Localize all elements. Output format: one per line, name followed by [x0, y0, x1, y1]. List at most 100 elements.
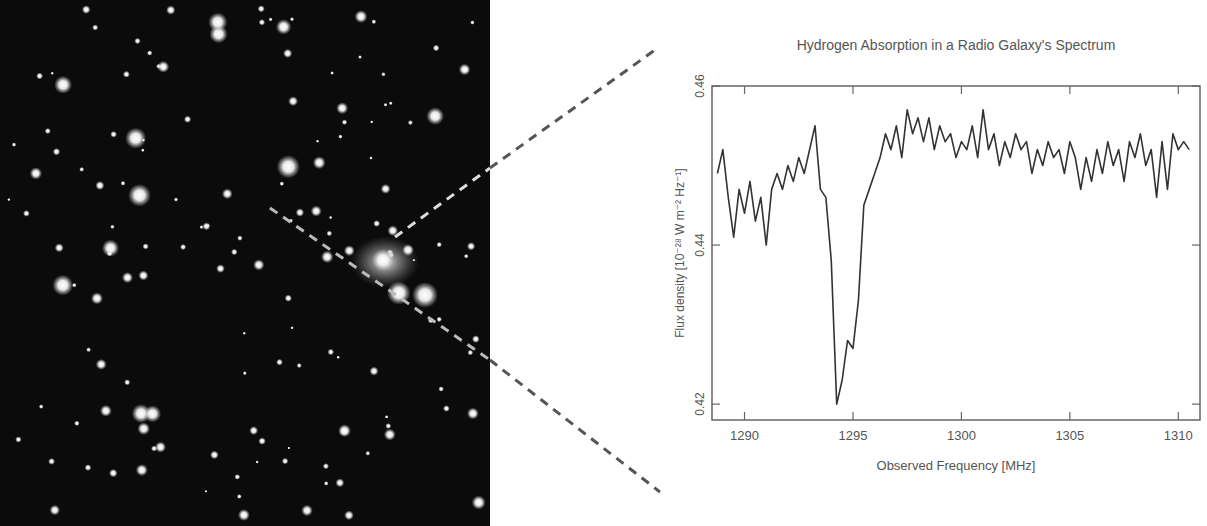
star	[269, 17, 273, 21]
star	[276, 19, 292, 35]
star	[79, 167, 84, 172]
star	[184, 116, 191, 123]
x-tick	[1069, 412, 1070, 420]
star	[125, 128, 146, 149]
y-tick	[1192, 85, 1200, 86]
star	[277, 155, 300, 178]
star	[297, 363, 302, 368]
star	[45, 128, 51, 134]
star	[326, 231, 332, 237]
star	[436, 317, 442, 323]
x-tick	[1069, 86, 1070, 94]
star	[381, 72, 386, 77]
star	[12, 142, 17, 147]
pointer-line	[490, 50, 655, 168]
star	[74, 421, 80, 427]
star	[282, 458, 289, 465]
star	[238, 509, 250, 521]
star	[283, 49, 292, 58]
star	[207, 224, 210, 227]
star	[330, 71, 334, 75]
star	[328, 349, 335, 356]
star	[438, 386, 444, 392]
star	[121, 181, 126, 186]
star	[290, 17, 294, 21]
y-tick-label: 0.44	[693, 233, 707, 257]
star	[102, 240, 119, 257]
star	[85, 464, 92, 471]
star	[243, 371, 247, 375]
x-tick	[744, 86, 745, 94]
star	[370, 120, 373, 123]
star	[234, 474, 240, 480]
star	[467, 350, 473, 356]
star	[204, 490, 207, 493]
x-tick	[961, 86, 962, 94]
star	[344, 510, 354, 520]
x-tick-label: 1300	[947, 428, 976, 443]
star	[96, 359, 107, 370]
star	[324, 481, 329, 486]
star	[54, 76, 72, 94]
star	[389, 101, 393, 105]
star	[287, 447, 290, 450]
star	[123, 71, 130, 78]
star	[124, 379, 130, 385]
y-axis-title: Flux density [10⁻²⁸ W m⁻² Hz⁻¹]	[673, 168, 687, 337]
pointer-line	[395, 168, 490, 237]
star	[36, 73, 43, 80]
star	[436, 242, 442, 248]
x-axis-title: Observed Frequency [MHz]	[877, 458, 1036, 473]
star	[222, 188, 233, 199]
star	[336, 102, 348, 114]
star	[82, 5, 91, 14]
star	[285, 295, 292, 302]
star	[166, 5, 175, 14]
star	[336, 356, 340, 360]
star	[174, 197, 178, 201]
x-tick-label: 1290	[730, 428, 759, 443]
star	[384, 429, 396, 441]
y-tick	[712, 403, 720, 404]
star	[109, 469, 118, 478]
star	[52, 275, 73, 296]
star	[371, 19, 376, 24]
star	[365, 451, 370, 456]
star	[249, 426, 258, 435]
star	[259, 19, 266, 26]
star	[142, 243, 148, 249]
star	[313, 156, 326, 169]
y-tick	[1192, 244, 1200, 245]
star	[467, 242, 475, 250]
star	[464, 254, 469, 259]
star	[92, 24, 98, 30]
star	[426, 107, 444, 125]
star	[472, 335, 480, 343]
spectrum-line	[717, 110, 1189, 404]
star	[137, 422, 150, 435]
star	[55, 243, 64, 252]
star	[290, 326, 293, 329]
star	[7, 198, 10, 201]
x-tick	[1178, 86, 1179, 94]
star	[136, 464, 148, 476]
star	[91, 292, 103, 304]
x-tick	[744, 412, 745, 420]
star	[50, 505, 61, 516]
star	[459, 64, 471, 76]
star	[72, 283, 77, 288]
star	[408, 120, 413, 125]
star	[288, 96, 298, 106]
star	[256, 460, 259, 463]
galaxy-halo	[351, 236, 419, 288]
x-tick	[852, 86, 853, 94]
star	[335, 478, 344, 487]
star	[110, 225, 115, 230]
star	[199, 225, 203, 229]
x-tick	[961, 412, 962, 420]
star	[100, 405, 112, 417]
star	[369, 367, 378, 376]
star	[128, 184, 151, 207]
star	[134, 38, 140, 44]
star	[86, 347, 91, 352]
